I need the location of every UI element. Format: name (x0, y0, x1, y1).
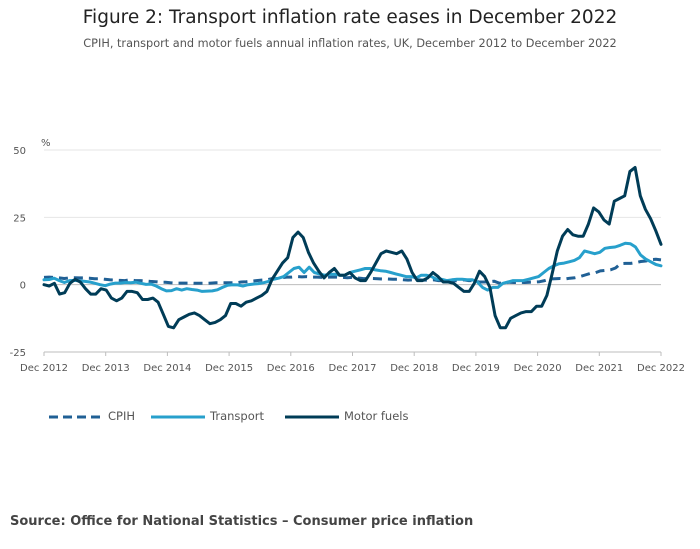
x-tick-label: Dec 2015 (205, 363, 253, 374)
y-axis-ticks: 50 25 0 -25% (10, 138, 51, 359)
chart-title: Figure 2: Transport inflation rate eases… (82, 7, 618, 28)
legend-label-motor-fuels: Motor fuels (344, 409, 409, 423)
source-note: Source: Office for National Statistics –… (10, 514, 474, 529)
chart-subtitle: CPIH, transport and motor fuels annual i… (83, 37, 617, 50)
series-line-motor-fuels (42, 166, 663, 330)
x-tick-label: Dec 2021 (575, 363, 623, 374)
x-tick-label: Dec 2013 (82, 363, 130, 374)
legend-swatch-cpih (49, 415, 103, 419)
x-axis: Dec 2012 Dec 2013 Dec 2014 Dec 2015 Dec 2016… (20, 351, 685, 374)
legend-swatch-motor-fuels (285, 415, 339, 419)
x-tick-label: Dec 2012 (20, 363, 68, 374)
x-tick-label: Dec 2016 (267, 363, 315, 374)
x-tick-label: Dec 2022 (637, 363, 685, 374)
series-line-transport (42, 241, 663, 293)
x-tick-label: Dec 2018 (390, 363, 438, 374)
legend-swatch-transport (151, 415, 205, 419)
x-tick-label: Dec 2019 (452, 363, 500, 374)
y-tick-label: 50 (13, 146, 26, 157)
y-tick-label: 25 (13, 213, 26, 224)
series-line-cpih (43, 257, 662, 285)
y-unit-label: % (41, 138, 51, 149)
x-tick-label: Dec 2020 (514, 363, 562, 374)
legend-label-transport: Transport (210, 409, 264, 423)
x-tick-label: Dec 2014 (143, 363, 191, 374)
legend-label-cpih: CPIH (108, 409, 136, 423)
gridlines (44, 149, 661, 353)
x-tick-label: Dec 2017 (329, 363, 377, 374)
series-lines (42, 166, 663, 330)
y-tick-label: 0 (20, 281, 26, 292)
y-tick-label: -25 (10, 348, 26, 359)
